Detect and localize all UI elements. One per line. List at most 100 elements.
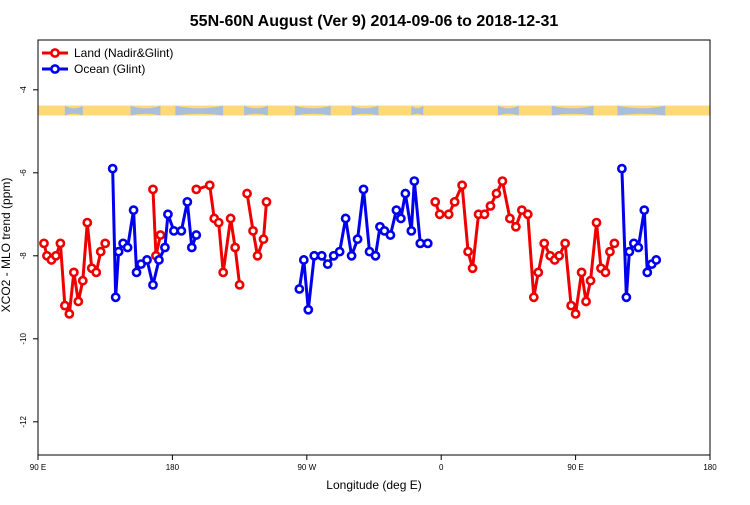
data-point [409,176,420,186]
data-point [633,242,644,253]
y-tick-label: -4 [19,86,28,94]
data-point [624,246,635,257]
data-point [142,255,152,265]
data-point [68,267,79,278]
data-point [154,255,164,265]
data-point [100,238,111,249]
data-point [581,296,591,307]
data-point [491,188,502,199]
data-point [303,304,314,315]
data-point [566,300,577,311]
series-land [39,176,620,319]
data-point [358,184,369,195]
data-point [533,267,544,278]
data-point [64,308,75,319]
y-tick-label: -12 [19,415,28,427]
data-point [621,292,632,303]
data-point [163,209,173,220]
ocean-band-shape [617,105,666,116]
data-point [322,259,333,269]
data-point [234,279,245,290]
data-point [497,176,508,186]
ocean-band-shape [497,105,519,116]
plot-area [38,105,710,319]
data-point [642,267,653,278]
data-point [385,230,396,240]
data-point [82,217,93,228]
data-point [191,230,202,240]
data-point [370,250,381,261]
data-point [554,250,565,261]
data-point [309,250,320,261]
data-point [522,209,533,220]
legend-label: Ocean (Glint) [74,62,145,76]
x-tick-label: 90 E [567,463,583,472]
data-point [261,196,272,207]
data-point [576,267,587,278]
data-point [110,292,121,303]
data-point [395,213,406,224]
legend-marker [50,64,60,74]
data-point [346,250,357,261]
data-point [539,238,550,249]
data-point [467,263,478,274]
x-tick-label: 180 [166,463,180,472]
data-point [334,246,345,257]
series-line [297,255,316,312]
data-point [73,296,84,307]
x-tick-label: 90 W [297,463,316,472]
data-point [570,308,581,319]
data-point [122,242,133,253]
data-point [316,250,327,261]
data-point [258,234,269,245]
data-point [242,188,252,199]
data-point [113,246,124,257]
x-tick-label: 180 [703,463,717,472]
data-point [639,205,650,216]
data-point [204,180,215,191]
data-point [406,225,417,236]
series-line [620,168,658,299]
data-point [218,267,229,278]
data-point [479,209,490,220]
data-point [605,246,615,257]
data-point [449,196,460,207]
data-point [504,213,515,224]
legend-label: Land (Nadir&Glint) [74,46,173,60]
chart-title: 55N-60N August (Ver 9) 2014-09-06 to 201… [190,13,559,30]
data-point [400,188,411,199]
y-tick-label: -10 [19,332,28,344]
data-point [391,205,402,216]
data-point [591,217,602,228]
data-point [95,246,106,257]
legend: Land (Nadir&Glint) Ocean (Glint) [42,46,173,76]
ocean-band-shape [411,105,424,116]
x-axis-label: Longitude (deg E) [326,478,421,492]
y-tick-label: -6 [19,169,28,177]
data-point [430,196,441,207]
data-point [443,209,454,220]
data-point [352,234,363,245]
ocean-band-shape [175,105,224,116]
data-point [77,275,88,286]
data-point [191,184,202,195]
ocean-band-shape [351,105,379,116]
data-point [415,238,426,249]
series-line [195,183,242,286]
data-point [39,238,49,249]
data-point [91,267,102,278]
data-point [463,246,473,257]
data-point [176,225,187,236]
data-point [148,184,158,195]
ocean-band-shape [294,105,331,116]
data-point [600,267,611,278]
data-point [651,255,662,265]
data-point [422,238,433,249]
data-point [55,238,66,249]
series-line [433,179,616,316]
data-point [294,284,305,294]
data-point [128,205,139,216]
x-tick-label: 90 E [30,463,46,472]
data-point [510,221,521,232]
